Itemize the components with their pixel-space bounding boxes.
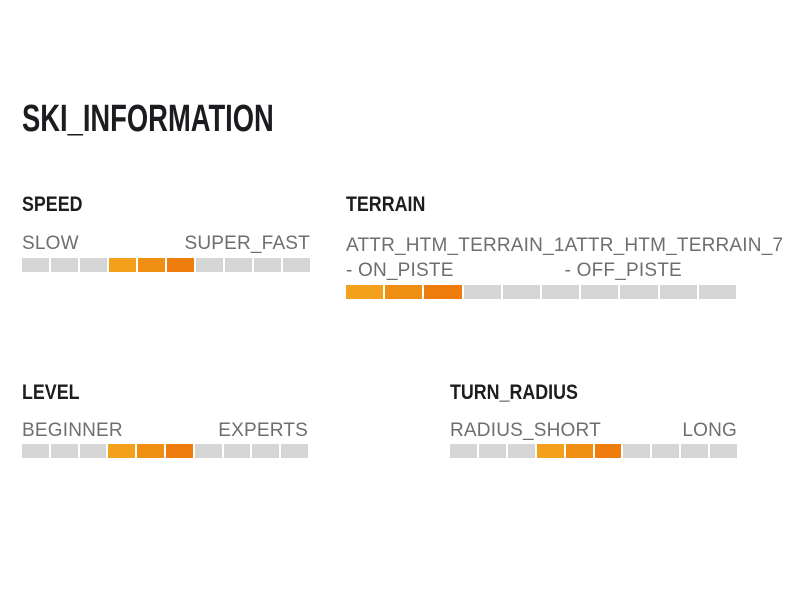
- terrain-min-label-attr: ATTR_HTM_TERRAIN_1: [346, 235, 565, 256]
- bar-segment: [652, 444, 680, 458]
- bar-segment: [79, 444, 107, 458]
- section-level-heading-text: LEVEL: [22, 381, 80, 404]
- page-title: SKI_INFORMATION: [22, 98, 372, 141]
- bar-segment: [385, 285, 423, 299]
- terrain-scale-labels: ATTR_HTM_TERRAIN_1 - ON_PISTE ATTR_HTM_T…: [346, 233, 783, 283]
- terrain-min-label-block: ATTR_HTM_TERRAIN_1 - ON_PISTE: [346, 233, 565, 283]
- bar-segment: [283, 258, 310, 272]
- bar-segment: [507, 444, 535, 458]
- level-min-label: BEGINNER: [22, 420, 123, 441]
- bar-segment: [478, 444, 506, 458]
- bar-segment: [346, 285, 384, 299]
- speed-scale-labels: SLOW SUPER_FAST: [22, 233, 310, 255]
- turn-radius-max-label: LONG: [682, 420, 737, 441]
- bar-segment: [698, 285, 737, 299]
- bar-segment: [137, 444, 164, 458]
- bar-segment: [108, 444, 136, 458]
- bar-segment: [281, 444, 308, 458]
- section-turn-radius-heading-text: TURN_RADIUS: [450, 381, 578, 404]
- bar-segment: [223, 444, 251, 458]
- bar-segment: [225, 258, 252, 272]
- speed-rating-bar: [22, 258, 310, 272]
- terrain-max-label-block: ATTR_HTM_TERRAIN_7 - OFF_PISTE: [565, 233, 784, 283]
- terrain-max-label-value: - OFF_PISTE: [564, 260, 682, 281]
- bar-segment: [565, 444, 593, 458]
- bar-segment: [254, 258, 281, 272]
- bar-segment: [165, 444, 193, 458]
- bar-segment: [196, 258, 223, 272]
- bar-segment: [22, 444, 49, 458]
- turn-radius-rating-bar: [450, 444, 738, 458]
- bar-segment: [594, 444, 622, 458]
- level-scale-labels: BEGINNER EXPERTS: [22, 420, 308, 442]
- turn-radius-min-label: RADIUS_SHORT: [450, 420, 601, 441]
- section-speed: SPEED SLOW SUPER_FAST: [22, 193, 310, 273]
- bar-segment: [542, 285, 580, 299]
- bar-segment: [659, 285, 697, 299]
- bar-segment: [51, 258, 78, 272]
- bar-segment: [623, 444, 651, 458]
- bar-segment: [681, 444, 709, 458]
- terrain-min-label-value: - ON_PISTE: [346, 260, 454, 281]
- speed-min-label: SLOW: [22, 233, 79, 254]
- bar-segment: [50, 444, 78, 458]
- section-speed-heading-text: SPEED: [22, 193, 83, 216]
- section-level-heading: LEVEL: [22, 381, 308, 405]
- bar-segment: [80, 258, 107, 272]
- bar-segment: [22, 258, 49, 272]
- bar-segment: [194, 444, 222, 458]
- section-terrain-heading-text: TERRAIN: [346, 193, 426, 216]
- speed-max-label: SUPER_FAST: [184, 233, 310, 254]
- level-rating-bar: [22, 444, 308, 458]
- terrain-rating-bar: [346, 285, 737, 299]
- turn-radius-scale-labels: RADIUS_SHORT LONG: [450, 420, 737, 442]
- section-terrain: TERRAIN ATTR_HTM_TERRAIN_1 - ON_PISTE AT…: [346, 193, 783, 300]
- section-terrain-heading: TERRAIN: [346, 193, 736, 217]
- bar-segment: [581, 285, 619, 299]
- bar-segment: [450, 444, 477, 458]
- bar-segment: [252, 444, 280, 458]
- bar-segment: [109, 258, 136, 272]
- terrain-max-label-attr: ATTR_HTM_TERRAIN_7: [564, 235, 784, 256]
- section-turn-radius: TURN_RADIUS RADIUS_SHORT LONG: [450, 381, 738, 459]
- level-max-label: EXPERTS: [218, 420, 308, 441]
- bar-segment: [620, 285, 658, 299]
- section-turn-radius-heading: TURN_RADIUS: [450, 381, 737, 405]
- bar-segment: [424, 285, 462, 299]
- section-level: LEVEL BEGINNER EXPERTS: [22, 381, 308, 459]
- bar-segment: [167, 258, 194, 272]
- bar-segment: [536, 444, 564, 458]
- bar-segment: [502, 285, 541, 299]
- section-speed-heading: SPEED: [22, 193, 310, 217]
- bar-segment: [710, 444, 738, 458]
- page-title-text: SKI_INFORMATION: [22, 98, 274, 140]
- bar-segment: [463, 285, 501, 299]
- bar-segment: [138, 258, 165, 272]
